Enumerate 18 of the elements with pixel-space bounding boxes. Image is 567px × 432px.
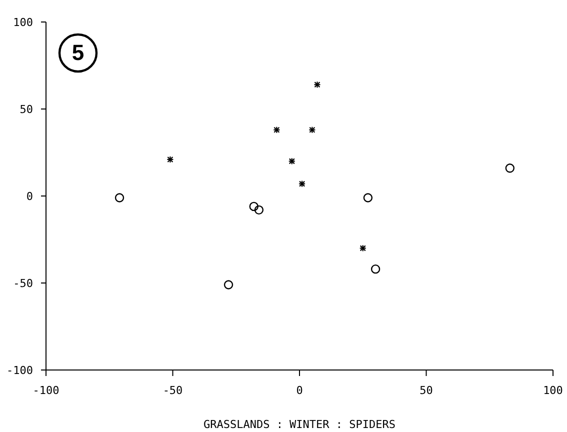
x-tick-label: 50 <box>420 384 433 397</box>
y-tick-label: -50 <box>13 276 33 290</box>
y-tick-label: -100 <box>6 364 33 377</box>
point <box>249 202 258 212</box>
x-tick-label: -50 <box>162 384 183 397</box>
y-tick-label: 0 <box>26 190 33 203</box>
y-tick-label: 50 <box>20 102 33 116</box>
point <box>254 205 264 215</box>
x-tick-label: -100 <box>32 384 60 397</box>
point <box>363 193 373 202</box>
x-tick-label: 100 <box>543 384 563 397</box>
x-axis-title: GRASSLANDS : WINTER : SPIDERS <box>203 418 396 431</box>
y-tick-label: 100 <box>13 16 33 29</box>
point <box>224 280 234 290</box>
point <box>505 164 515 173</box>
point <box>114 193 124 202</box>
x-tick-label: 0 <box>296 384 303 397</box>
point <box>370 264 380 274</box>
